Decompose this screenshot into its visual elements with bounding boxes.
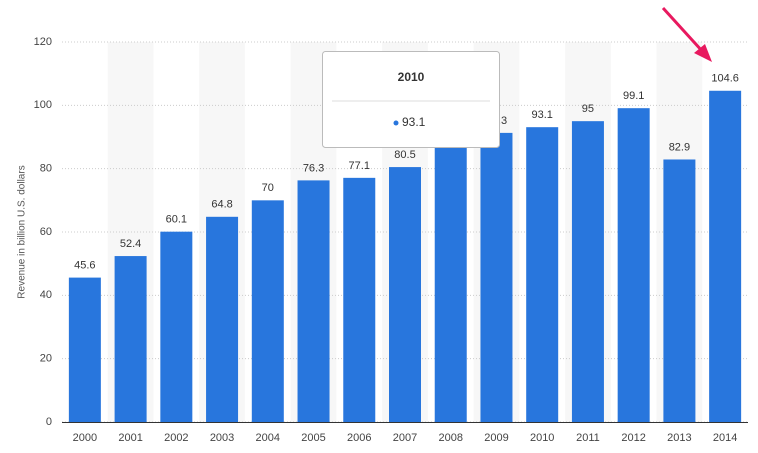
y-tick-label: 100: [34, 99, 52, 111]
tooltip-value: 93.1: [402, 115, 426, 129]
data-label: 70: [262, 182, 274, 194]
bar: [709, 90, 742, 423]
overlay: 2010 93.1: [322, 6, 712, 148]
x-tick-label: 2001: [118, 432, 142, 444]
bar: [251, 200, 284, 422]
bar: [114, 256, 147, 422]
bar: [297, 180, 330, 422]
y-axis-label: Revenue in billion U.S. dollars: [17, 165, 28, 298]
data-label: 95: [582, 103, 594, 115]
data-label: 52.4: [120, 238, 141, 250]
x-tick-label: 2009: [484, 432, 508, 444]
x-tick-label: 2012: [621, 432, 645, 444]
data-label: 93.1: [531, 109, 552, 121]
x-tick-label: 2000: [73, 432, 97, 444]
x-tick-label: 2011: [576, 432, 600, 444]
data-label: 76.3: [303, 162, 324, 174]
bar: [617, 108, 650, 422]
tooltip-box: [322, 51, 500, 148]
bar: [480, 132, 513, 422]
data-label: 60.1: [166, 214, 187, 226]
bar: [571, 121, 604, 423]
bar: [160, 231, 193, 422]
arrow-head: [694, 44, 712, 62]
data-label: 64.8: [211, 199, 232, 211]
y-tick-label: 80: [40, 163, 52, 175]
data-label: 45.6: [74, 260, 95, 272]
x-tick-label: 2010: [530, 432, 554, 444]
tooltip-dot: [393, 120, 399, 126]
data-label: 99.1: [623, 90, 644, 102]
data-label: 82.9: [669, 141, 690, 153]
y-tick-label: 40: [40, 289, 52, 301]
x-tick-label: 2003: [210, 432, 234, 444]
bar: [68, 277, 101, 422]
data-label: 104.6: [711, 73, 739, 85]
bar: [343, 177, 376, 422]
arrow-shaft: [661, 6, 705, 54]
x-tick-label: 2014: [713, 432, 737, 444]
x-tick-label: 2004: [256, 432, 280, 444]
x-tick-label: 2006: [347, 432, 371, 444]
x-tick-label: 2008: [438, 432, 462, 444]
x-tick-label: 2005: [301, 432, 325, 444]
y-tick-label: 60: [40, 226, 52, 238]
y-tick-label: 120: [34, 36, 52, 48]
bar: [526, 127, 559, 422]
bar: [434, 146, 467, 422]
y-tick-label: 20: [40, 353, 52, 365]
tooltip: 2010 93.1: [322, 51, 500, 148]
x-tick-label: 2013: [667, 432, 691, 444]
arrow: [661, 6, 712, 62]
bar: [663, 159, 696, 422]
data-label: 80.5: [394, 149, 415, 161]
x-tick-label: 2007: [393, 432, 417, 444]
y-tick-label: 0: [46, 416, 52, 428]
tooltip-title: 2010: [398, 70, 425, 84]
bar: [389, 167, 421, 422]
x-tick-label: 2002: [164, 432, 188, 444]
data-label: 77.1: [349, 160, 370, 172]
bar: [206, 216, 239, 422]
